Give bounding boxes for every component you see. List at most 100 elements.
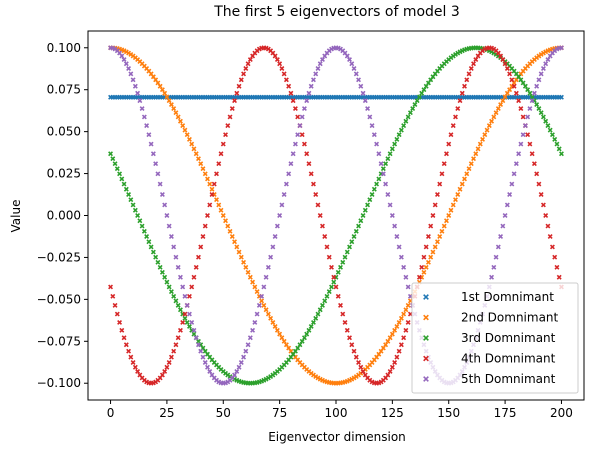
marker-stroke xyxy=(186,311,192,317)
data-point xyxy=(416,274,422,280)
marker-stroke xyxy=(484,127,490,133)
marker-stroke xyxy=(358,218,364,224)
data-point xyxy=(259,298,265,304)
data-point xyxy=(211,181,217,187)
marker-stroke xyxy=(216,364,222,370)
data-point xyxy=(428,223,434,229)
legend-frame xyxy=(411,282,579,394)
marker-stroke xyxy=(351,348,357,354)
marker-stroke xyxy=(166,223,172,229)
marker-stroke xyxy=(308,171,314,177)
data-point xyxy=(522,123,528,129)
data-point xyxy=(448,207,454,213)
marker-stroke xyxy=(121,48,127,54)
marker-stroke xyxy=(333,284,339,290)
data-point xyxy=(509,77,515,83)
marker-stroke xyxy=(223,370,228,376)
marker-stroke xyxy=(144,234,150,239)
marker-stroke xyxy=(464,171,470,177)
marker-stroke xyxy=(112,46,118,52)
marker-stroke xyxy=(509,181,515,187)
marker-stroke xyxy=(223,132,228,138)
data-point xyxy=(299,338,305,344)
marker-stroke xyxy=(141,63,147,69)
marker-stroke xyxy=(252,284,258,290)
marker-stroke xyxy=(511,83,517,89)
data-point xyxy=(168,354,174,360)
data-point xyxy=(536,181,542,187)
marker-stroke xyxy=(202,223,208,229)
data-point xyxy=(175,264,181,270)
marker-stroke xyxy=(534,102,540,108)
x-axis-label: Eigenvector dimension xyxy=(268,430,406,444)
data-point xyxy=(126,348,132,354)
marker-stroke xyxy=(292,141,298,147)
marker-stroke xyxy=(126,66,132,71)
data-point xyxy=(177,274,183,280)
marker-stroke xyxy=(299,114,305,120)
data-point xyxy=(380,166,386,172)
marker-stroke xyxy=(216,379,222,385)
data-point xyxy=(403,307,409,313)
marker-stroke xyxy=(414,98,420,104)
marker-stroke xyxy=(171,348,177,354)
marker-stroke xyxy=(493,48,499,54)
data-point xyxy=(137,98,143,104)
marker-stroke xyxy=(265,46,271,52)
data-point xyxy=(277,61,283,67)
marker-stroke xyxy=(301,141,307,147)
data-point xyxy=(430,213,436,218)
data-point xyxy=(317,307,323,313)
data-point xyxy=(243,264,249,270)
data-point xyxy=(547,127,553,133)
legend-marker xyxy=(423,294,429,300)
marker-stroke xyxy=(135,90,141,96)
data-point xyxy=(202,360,208,365)
marker-stroke xyxy=(232,372,238,378)
marker-stroke xyxy=(238,254,244,260)
series-2 xyxy=(108,45,564,386)
data-point xyxy=(317,213,323,218)
marker-stroke xyxy=(338,264,343,270)
marker-stroke xyxy=(308,83,314,89)
data-point xyxy=(394,234,400,239)
marker-stroke xyxy=(396,319,402,325)
marker-stroke xyxy=(130,360,136,365)
data-point xyxy=(301,106,307,112)
marker-stroke xyxy=(153,161,159,167)
marker-stroke xyxy=(281,192,287,197)
marker-stroke xyxy=(110,293,116,299)
marker-stroke xyxy=(367,114,373,120)
data-point xyxy=(520,114,526,120)
marker-stroke xyxy=(392,223,398,229)
marker-stroke xyxy=(225,223,231,229)
marker-stroke xyxy=(159,192,165,197)
marker-stroke xyxy=(500,98,506,104)
data-point xyxy=(196,254,201,260)
data-point xyxy=(223,218,228,224)
data-point xyxy=(401,264,407,270)
data-point xyxy=(128,71,134,77)
data-point xyxy=(558,94,564,100)
data-point xyxy=(265,311,271,317)
marker-stroke xyxy=(272,234,278,239)
marker-stroke xyxy=(554,141,560,147)
marker-stroke xyxy=(462,176,467,182)
marker-stroke xyxy=(250,327,256,333)
data-point xyxy=(173,110,179,116)
data-point xyxy=(392,360,398,365)
data-point xyxy=(376,176,382,182)
marker-stroke xyxy=(148,71,154,77)
data-point xyxy=(110,293,116,299)
marker-stroke xyxy=(211,181,217,187)
data-point xyxy=(507,87,513,93)
marker-stroke xyxy=(340,311,346,317)
data-point xyxy=(360,368,366,374)
data-point xyxy=(468,66,474,71)
data-point xyxy=(453,197,458,203)
data-point xyxy=(205,364,210,370)
marker-stroke xyxy=(234,90,240,96)
data-point xyxy=(301,141,307,147)
marker-stroke xyxy=(516,98,522,104)
marker-stroke xyxy=(320,57,325,63)
